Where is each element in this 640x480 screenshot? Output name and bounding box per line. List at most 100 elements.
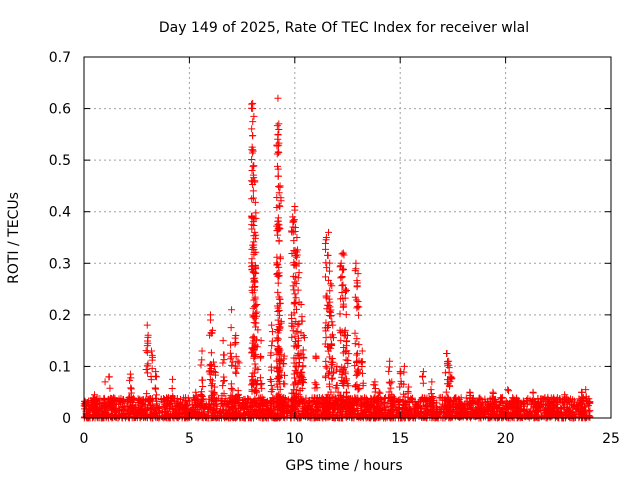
y-tick-label: 0 — [62, 411, 71, 427]
data-point — [185, 410, 193, 418]
data-point — [274, 130, 282, 138]
data-point — [89, 407, 97, 415]
data-point — [332, 384, 340, 392]
data-point — [577, 404, 585, 412]
data-point — [198, 356, 206, 364]
data-point — [344, 331, 351, 339]
data-point — [323, 264, 331, 272]
data-point — [372, 403, 380, 411]
x-tick-label: 0 — [80, 431, 89, 447]
data-point — [248, 373, 256, 381]
data-point — [293, 234, 301, 241]
data-point — [296, 399, 304, 407]
data-point — [363, 410, 371, 418]
data-point — [323, 343, 331, 351]
data-point — [427, 386, 435, 394]
data-point — [250, 296, 258, 304]
y-tick-label: 0.7 — [49, 50, 71, 66]
data-point — [227, 384, 235, 392]
data-point — [249, 194, 257, 202]
data-point — [258, 403, 266, 411]
data-point — [442, 388, 450, 396]
data-point — [486, 406, 494, 414]
data-point — [498, 393, 506, 401]
data-point — [273, 261, 281, 269]
data-point — [358, 411, 366, 419]
data-point — [464, 407, 472, 415]
data-point — [249, 241, 257, 249]
data-point — [537, 406, 545, 414]
data-point — [330, 393, 338, 401]
data-point — [448, 374, 456, 382]
data-point — [443, 350, 451, 358]
data-point — [429, 402, 437, 410]
data-point — [544, 393, 552, 401]
data-point — [321, 239, 329, 247]
x-axis-label: GPS time / hours — [285, 458, 402, 474]
data-point — [421, 394, 429, 402]
data-point — [165, 413, 173, 421]
data-point — [355, 384, 363, 392]
data-point — [295, 269, 303, 277]
data-point — [355, 341, 363, 349]
data-point — [351, 340, 359, 348]
data-point — [332, 366, 340, 374]
data-point — [339, 249, 347, 257]
data-point — [270, 398, 278, 406]
data-point — [218, 400, 226, 408]
data-point — [267, 388, 275, 396]
data-point — [445, 364, 453, 372]
data-point — [219, 359, 227, 367]
data-point — [253, 387, 261, 395]
data-point — [338, 273, 346, 281]
data-point — [327, 280, 335, 288]
data-point — [232, 353, 240, 361]
data-point — [354, 302, 362, 310]
data-point — [136, 409, 144, 417]
data-point — [327, 312, 335, 320]
data-point — [148, 365, 156, 373]
data-point — [354, 270, 362, 278]
data-point — [338, 404, 346, 412]
data-point — [476, 409, 484, 417]
data-point — [313, 403, 321, 411]
data-point — [226, 349, 234, 357]
data-point — [251, 177, 259, 185]
data-point — [143, 342, 151, 350]
data-point — [274, 260, 282, 268]
data-point — [250, 278, 258, 286]
data-point — [375, 388, 383, 396]
data-point — [157, 395, 165, 403]
data-point — [255, 413, 263, 421]
data-point — [353, 370, 361, 378]
data-point — [277, 317, 285, 325]
data-point — [257, 337, 265, 345]
data-point — [126, 370, 134, 378]
data-point — [276, 182, 284, 190]
data-point — [253, 301, 261, 309]
data-point — [235, 400, 243, 408]
data-point — [323, 323, 331, 331]
data-point — [266, 411, 274, 419]
data-point — [143, 348, 151, 356]
data-point — [386, 379, 394, 387]
data-point — [252, 301, 260, 309]
data-point — [565, 406, 573, 414]
data-point — [387, 391, 395, 399]
data-point — [273, 336, 281, 344]
x-tick-label: 25 — [602, 431, 620, 447]
data-point — [228, 306, 236, 314]
data-point — [524, 412, 532, 420]
data-point — [254, 377, 262, 385]
data-point — [91, 391, 99, 399]
data-point — [351, 329, 359, 337]
y-axis-label: ROTI / TECUs — [6, 192, 22, 284]
data-point — [297, 369, 305, 377]
data-point — [320, 406, 328, 414]
data-point — [586, 399, 594, 407]
data-point — [219, 382, 227, 390]
data-point — [234, 395, 242, 403]
data-point — [290, 258, 298, 266]
data-point — [326, 287, 334, 295]
data-point — [493, 408, 501, 416]
